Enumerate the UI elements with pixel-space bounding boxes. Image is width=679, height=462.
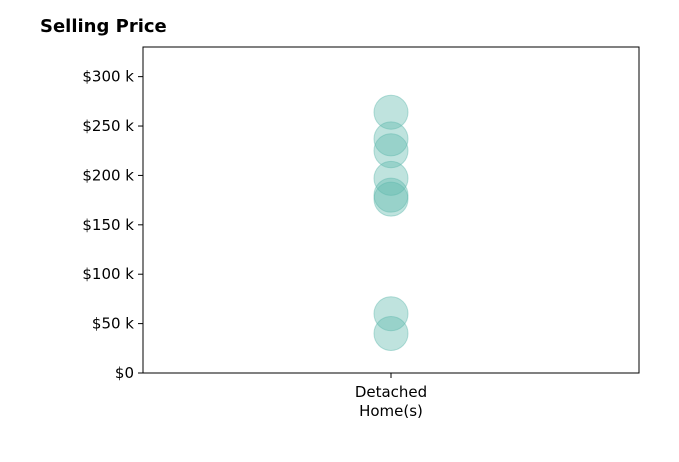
x-tick-label: Detached Home(s) [355,383,427,420]
x-axis: Detached Home(s) [355,373,427,420]
data-point [373,160,409,196]
data-point [373,315,409,351]
data-point [373,133,409,169]
y-axis: $0 $50 k $100 k $150 k $200 k $250 k $300 k [82,68,143,382]
y-tick-label: $50 k [92,315,134,333]
y-tick-label: $100 k [82,265,134,283]
data-point [373,177,409,213]
data-point [373,121,409,157]
data-point [373,94,409,130]
y-tick-label: $150 k [82,216,134,234]
y-tick-label: $200 k [82,166,134,184]
data-point [373,296,409,332]
data-points [373,94,409,351]
y-tick-label: $300 k [82,68,134,86]
y-tick-label: $250 k [82,117,134,135]
chart-title: Selling Price [40,16,167,37]
data-point [373,181,409,217]
y-tick-label: $0 [115,364,134,382]
